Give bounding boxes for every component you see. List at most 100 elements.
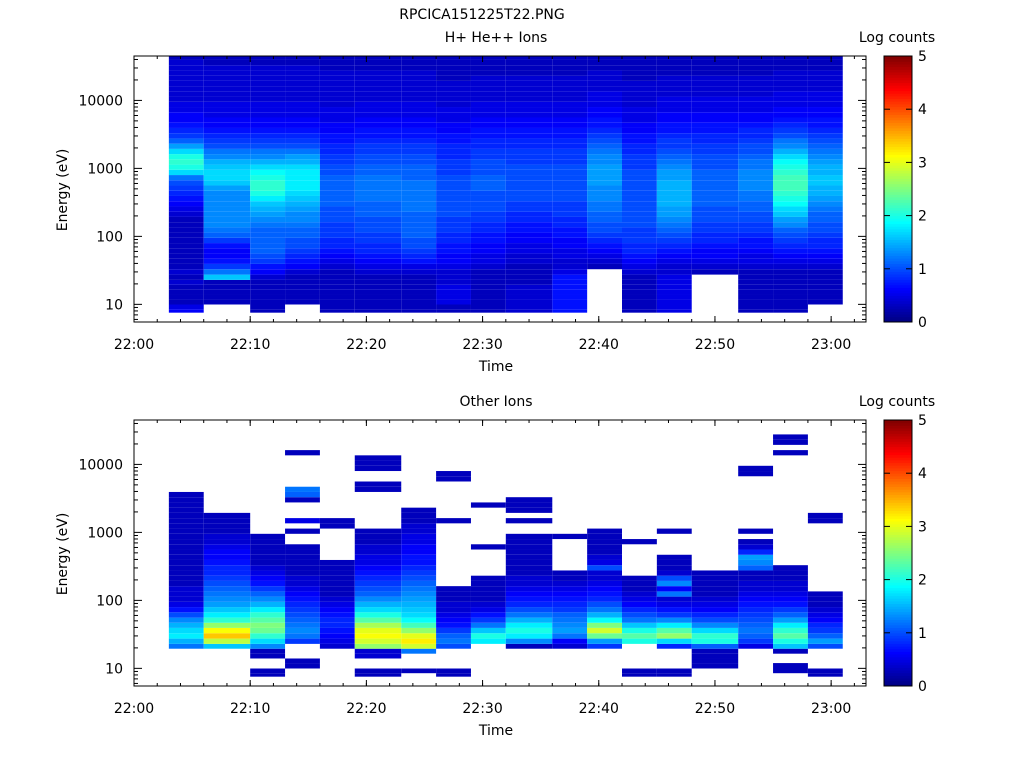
heatmap-cell — [505, 627, 553, 634]
heatmap-cell — [656, 601, 692, 608]
colorbar-tick-label: 1 — [918, 262, 927, 278]
heatmap-cell — [552, 622, 588, 628]
heatmap-cell — [807, 258, 843, 264]
heatmap-cell — [401, 201, 437, 207]
heatmap-cell — [505, 544, 553, 550]
colorbar-swatch — [884, 608, 912, 613]
heatmap-cell — [250, 59, 286, 66]
heatmap-cell — [436, 80, 471, 87]
colorbar-swatch — [884, 542, 912, 546]
heatmap-cell — [552, 299, 588, 305]
heatmap-cell — [622, 195, 657, 202]
heatmap-cell — [250, 622, 286, 628]
heatmap-cell — [203, 269, 251, 275]
heatmap-cell — [250, 263, 286, 270]
heatmap-cell — [470, 237, 506, 244]
heatmap-cell — [552, 227, 588, 233]
heatmap-cell — [285, 591, 320, 597]
heatmap-cell — [319, 232, 355, 238]
colorbar-swatch — [884, 646, 912, 650]
heatmap-cell — [401, 612, 437, 618]
heatmap-cell — [738, 258, 774, 264]
heatmap-cell — [203, 112, 251, 118]
heatmap-cell — [250, 539, 286, 545]
heatmap-cell — [285, 612, 320, 618]
heatmap-cell — [319, 190, 355, 196]
heatmap-cell — [622, 284, 657, 290]
heatmap-cell — [354, 258, 402, 264]
x-tick-labels: 22:00 22:10 22:20 22:30 22:40 22:50 23:00 — [114, 337, 852, 353]
heatmap-cell — [168, 133, 204, 139]
heatmap-cell — [203, 528, 251, 534]
heatmap-cell — [807, 294, 843, 300]
heatmap-cell — [354, 570, 402, 576]
heatmap-cell — [436, 65, 471, 71]
colorbar-swatch — [884, 558, 912, 562]
heatmap-cell — [505, 570, 553, 576]
heatmap-cell — [470, 289, 506, 295]
heatmap-cell — [505, 122, 553, 128]
colorbar-swatch — [884, 449, 912, 453]
colorbar-swatch — [884, 287, 912, 291]
heatmap-cell — [691, 70, 739, 76]
heatmap-cell — [656, 580, 692, 587]
colorbar-swatch — [884, 247, 912, 251]
heatmap-cell — [738, 248, 774, 254]
heatmap-cell — [622, 127, 657, 134]
heatmap-cell — [168, 86, 204, 92]
heatmap-cell — [773, 56, 808, 60]
colorbar-swatch — [884, 58, 912, 62]
y-tick-label: 100 — [96, 593, 123, 609]
heatmap-cell — [285, 269, 320, 275]
heatmap-cell — [691, 122, 739, 128]
heatmap-cell — [168, 154, 204, 160]
heatmap-cell — [622, 617, 657, 623]
colorbar-swatch — [884, 571, 912, 575]
heatmap-cell — [436, 201, 471, 207]
heatmap-cell — [436, 148, 471, 155]
heatmap-cell — [436, 596, 471, 602]
heatmap-cell — [656, 195, 692, 202]
heatmap-cell — [691, 243, 739, 249]
heatmap-cell — [552, 86, 588, 92]
heatmap-cell — [285, 586, 320, 592]
heatmap-cell — [738, 86, 774, 92]
heatmap-cell — [285, 148, 320, 155]
heatmap-cell — [552, 112, 588, 118]
heatmap-cell — [168, 533, 204, 540]
heatmap-cell — [401, 627, 437, 634]
heatmap-cell — [250, 175, 286, 181]
heatmap-cell — [436, 617, 471, 623]
heatmap-cell — [203, 539, 251, 545]
heatmap-cell — [552, 612, 588, 618]
colorbar-swatch — [884, 242, 912, 246]
heatmap-cell — [250, 673, 286, 677]
heatmap-cell — [250, 56, 286, 60]
heatmap-cell — [738, 304, 774, 310]
heatmap-cell — [470, 243, 506, 249]
colorbar-swatch — [884, 258, 912, 262]
heatmap-cell — [773, 211, 808, 217]
heatmap-cell — [470, 80, 506, 87]
heatmap-cell — [285, 185, 320, 191]
heatmap-cell — [622, 169, 657, 176]
heatmap-cell — [773, 127, 808, 134]
heatmap-cell — [354, 59, 402, 66]
heatmap-cell — [622, 539, 657, 545]
heatmap-cell — [401, 284, 437, 290]
heatmap-cell — [285, 143, 320, 149]
heatmap-cell — [807, 195, 843, 202]
heatmap-cell — [401, 294, 437, 300]
heatmap-cell — [470, 544, 506, 550]
heatmap-cell — [354, 486, 402, 492]
heatmap-cell — [656, 591, 692, 597]
heatmap-cell — [203, 101, 251, 108]
heatmap-cell — [354, 586, 402, 592]
heatmap-cell — [436, 627, 471, 634]
heatmap-cell — [319, 96, 355, 102]
heatmap-cell — [250, 284, 286, 290]
heatmap-cell — [505, 107, 553, 113]
heatmap-cell — [738, 309, 774, 313]
heatmap-cell — [807, 289, 843, 295]
heatmap-cell — [807, 622, 843, 628]
